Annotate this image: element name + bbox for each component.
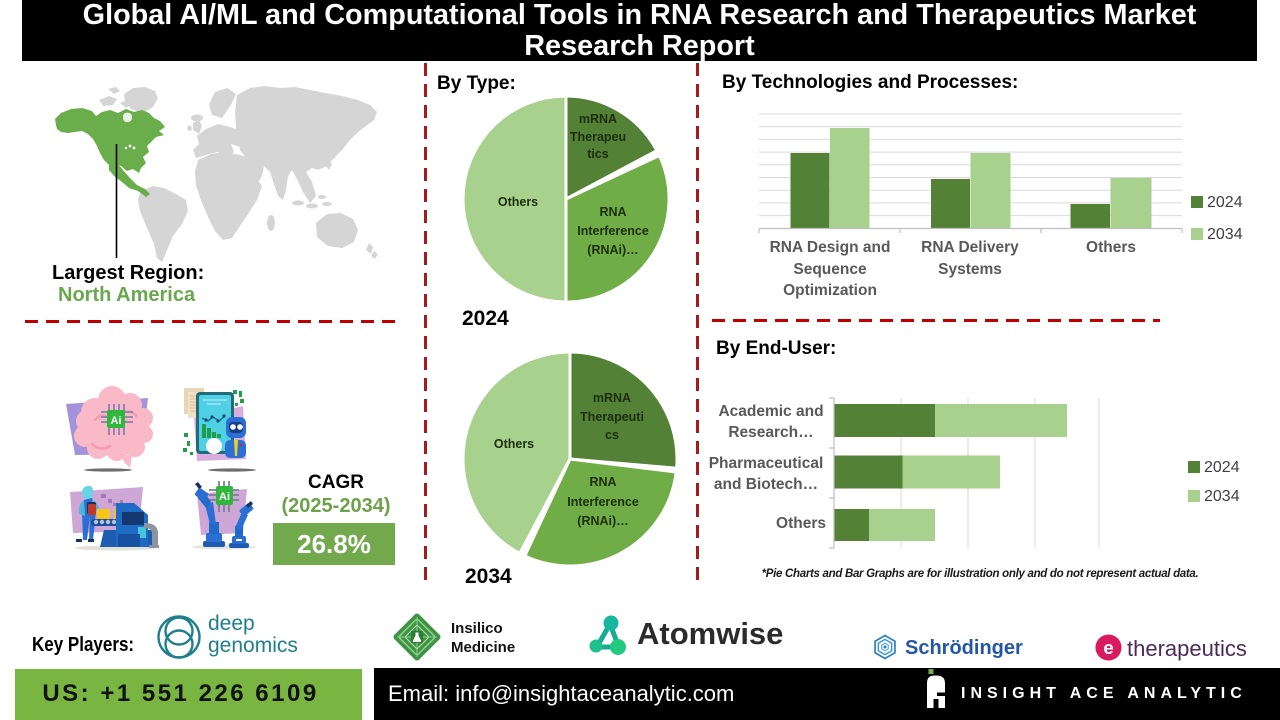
svg-text:2024: 2024 [1204,459,1240,476]
svg-text:e: e [1103,637,1113,658]
svg-text:2024: 2024 [1207,194,1243,211]
svg-text:Ai: Ai [111,415,122,427]
svg-text:2034: 2034 [1207,226,1243,240]
svg-text:Ai: Ai [219,491,230,503]
svg-text:2034: 2034 [1204,488,1240,505]
